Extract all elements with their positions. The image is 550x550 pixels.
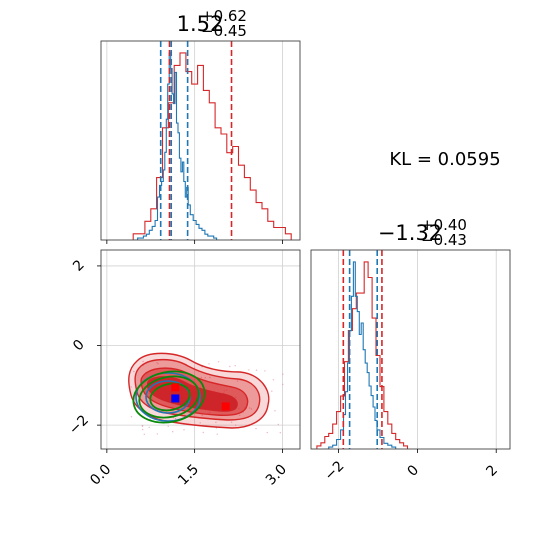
- joint-reference-points: [171, 383, 230, 411]
- sample-dot: [235, 424, 237, 426]
- sample-dot: [148, 426, 150, 429]
- sample-dot: [239, 414, 241, 416]
- joint-x-tick-label: 0.0: [87, 461, 114, 488]
- sample-dot: [255, 427, 257, 430]
- marginal-y-panel: −2 0 2 −1.32 +0.40 −0.43: [310, 216, 511, 484]
- marginal-y-x-tick-label: 0: [405, 462, 423, 480]
- marginal-x-quantile-lines: [159, 41, 233, 240]
- sample-dot: [272, 379, 275, 381]
- sample-dot: [183, 429, 185, 431]
- sample-dot: [282, 373, 284, 375]
- green-contour-outer: [132, 370, 206, 424]
- sample-dot: [216, 433, 218, 435]
- sample-dot: [172, 431, 174, 433]
- sample-dot: [274, 410, 276, 412]
- sample-dot: [143, 433, 145, 435]
- sample-dot: [248, 407, 251, 409]
- sample-dot: [156, 433, 158, 435]
- sample-dot: [202, 431, 204, 434]
- sample-dot: [200, 376, 202, 379]
- marginal-y-title-lower: −0.43: [421, 231, 467, 249]
- blue-contour-outer: [135, 372, 201, 422]
- green-contour-inner: [149, 382, 191, 412]
- marginal-x-hist-blue: [134, 52, 220, 240]
- sample-dot: [208, 363, 210, 365]
- sample-dot: [234, 365, 236, 367]
- sample-dot: [141, 425, 143, 427]
- sample-dot: [236, 380, 239, 382]
- sample-dot: [264, 370, 266, 372]
- marginal-x-ticks: [106, 240, 283, 244]
- marginal-y-title-value: −1.32: [378, 221, 442, 245]
- sample-dot: [156, 362, 158, 364]
- marginal-y-title: −1.32: [378, 221, 442, 245]
- joint-y-tick-label: 2: [70, 257, 88, 275]
- sample-dot: [218, 361, 220, 363]
- sample-dot: [250, 408, 253, 410]
- marginal-x-frame: [100, 40, 301, 241]
- reference-point-marker: [221, 402, 230, 411]
- joint-contours: [128, 352, 284, 435]
- marginal-x-grid: [106, 41, 283, 240]
- joint-x-tick-label: 3.0: [263, 461, 290, 488]
- kl-annotation: KL = 0.0595: [389, 149, 500, 170]
- sample-dot: [215, 421, 217, 423]
- sample-dot: [130, 416, 133, 418]
- sample-dot: [229, 365, 231, 368]
- marginal-y-frame: [310, 249, 511, 450]
- marginal-y-ticks: −2 0 2: [322, 449, 501, 484]
- sample-dot: [167, 425, 169, 427]
- marginal-x-hist-red: [132, 52, 292, 240]
- sample-dot: [157, 363, 159, 365]
- sample-dot: [130, 386, 132, 388]
- marginal-y-x-tick-label: −2: [322, 458, 348, 484]
- joint-y-tick-label: 0: [70, 337, 88, 355]
- sample-dot: [230, 421, 233, 423]
- sample-dot: [282, 383, 284, 386]
- marginal-y-title-upper: +0.40: [421, 216, 467, 234]
- marginal-y-grid: [338, 250, 497, 449]
- sample-dot: [133, 370, 135, 373]
- reference-point-marker: [171, 383, 180, 392]
- marginal-y-hist-blue: [324, 261, 400, 449]
- sample-dot: [199, 422, 201, 424]
- sample-dot: [204, 377, 206, 379]
- marginal-y-histograms: [316, 261, 409, 449]
- joint-x-tick-label: 1.5: [175, 461, 202, 488]
- joint-panel: 0.0 1.5 3.0 −2 0 2: [66, 249, 301, 489]
- sample-dot: [174, 417, 177, 420]
- sample-dot: [142, 428, 144, 431]
- marginal-y-hist-red: [316, 261, 409, 449]
- joint-frame: [100, 249, 301, 450]
- green-contour-mid: [138, 375, 200, 419]
- marginal-x-panel: 1.52 +0.62 −0.45: [100, 7, 301, 244]
- marginal-x-title: 1.52: [177, 12, 224, 36]
- sample-dot: [279, 432, 281, 434]
- marginal-x-title-lower: −0.45: [201, 22, 247, 40]
- joint-y-tick-label: −2: [66, 412, 92, 438]
- red-contour-core: [147, 376, 238, 412]
- sample-dot: [271, 390, 273, 392]
- marginal-y-x-tick-label: 2: [483, 462, 501, 480]
- marginal-x-histograms: [132, 52, 292, 240]
- marginal-x-title-value: 1.52: [177, 12, 224, 36]
- sample-dot: [277, 423, 279, 426]
- sample-dot: [142, 360, 144, 363]
- sample-dot: [209, 376, 211, 379]
- sample-dot: [201, 414, 203, 417]
- sample-dot: [248, 369, 250, 371]
- sample-dot: [266, 431, 268, 434]
- sample-dot: [255, 369, 258, 371]
- reference-point-marker: [171, 394, 180, 403]
- marginal-y-quantile-lines: [342, 250, 383, 449]
- marginal-x-title-upper: +0.62: [201, 7, 247, 25]
